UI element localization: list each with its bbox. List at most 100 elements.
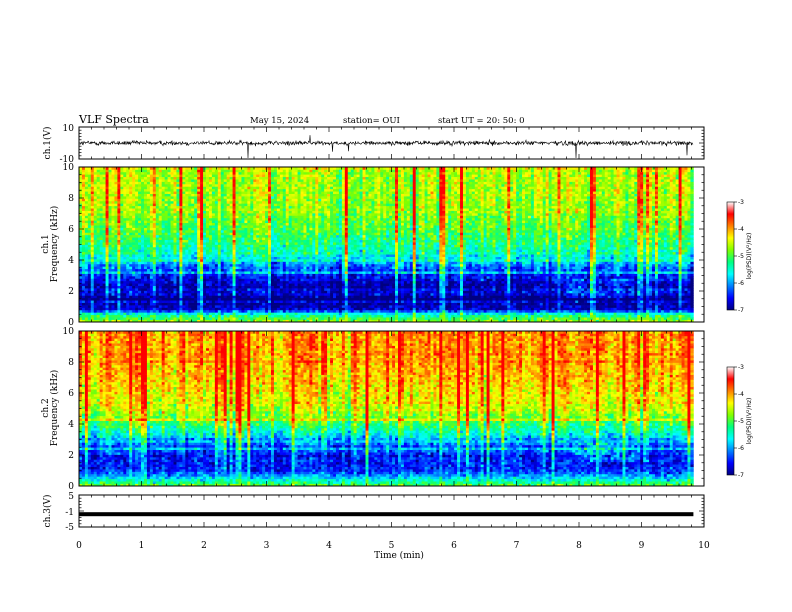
spectrogram-cell <box>247 278 251 282</box>
spectrogram-cell <box>173 290 177 294</box>
spectrogram-cell <box>273 188 278 192</box>
spectrogram-cell <box>208 227 213 231</box>
spectrogram-cell <box>114 259 118 262</box>
spectrogram-cell <box>185 246 189 250</box>
spectrogram-cell <box>282 261 287 265</box>
spectrogram-cell <box>294 285 298 289</box>
spectrogram-cell <box>276 254 281 257</box>
spectrogram-cell <box>229 302 233 306</box>
spectrogram-cell <box>194 275 198 279</box>
spectrogram-cell <box>306 285 310 289</box>
spectrogram-cell <box>214 227 219 231</box>
spectrogram-cell <box>90 220 95 224</box>
spectrogram-cell <box>105 217 109 221</box>
spectrogram-cell <box>123 314 127 318</box>
spectrogram-cell <box>111 183 115 187</box>
spectrogram-cell <box>262 283 266 287</box>
spectrogram-cell <box>155 268 160 272</box>
spectrogram-cell <box>200 268 204 272</box>
spectrogram-cell <box>79 200 83 204</box>
spectrogram-cell <box>232 188 236 192</box>
spectrogram-cell <box>90 251 95 255</box>
spectrogram-cell <box>268 251 272 255</box>
spectrogram-cell <box>126 242 130 245</box>
spectrogram-cell <box>155 263 160 267</box>
spectrogram-cell <box>123 220 127 224</box>
spectrogram-cell <box>244 300 248 303</box>
spectrogram-cell <box>247 210 251 214</box>
spectrogram-cell <box>102 203 106 207</box>
spectrogram-cell <box>235 266 239 270</box>
spectrogram-cell <box>226 237 230 240</box>
spectrogram-cell <box>294 275 298 279</box>
spectrogram-cell <box>120 312 124 316</box>
spectrogram-cell <box>244 278 248 282</box>
spectrogram-cell <box>146 307 151 311</box>
spectrogram-cell <box>235 254 239 257</box>
spectrogram-cell <box>247 225 251 228</box>
spectrogram-cell <box>132 283 136 287</box>
spectrogram-cell <box>273 319 278 323</box>
spectrogram-cell <box>135 205 139 209</box>
spectrogram-cell <box>155 305 160 308</box>
spectrogram-cell <box>282 244 287 248</box>
spectrogram-cell <box>108 169 112 173</box>
spectrogram-cell <box>114 210 118 214</box>
spectrogram-cell <box>285 317 290 320</box>
spectrogram-cell <box>126 285 130 289</box>
spectrogram-cell <box>235 275 239 279</box>
spectrogram-cell <box>149 280 154 284</box>
spectrogram-cell <box>129 186 133 190</box>
spectrogram-cell <box>158 275 163 279</box>
spectrogram-cell <box>96 205 101 209</box>
spectrogram-cell <box>120 292 124 296</box>
spectrogram-cell <box>152 317 157 320</box>
spectrogram-cell <box>149 220 154 224</box>
spectrogram-cell <box>203 246 207 250</box>
spectrogram-cell <box>126 239 130 243</box>
spectrogram-cell <box>294 312 298 316</box>
spectrogram-cell <box>155 225 160 228</box>
spectrogram-cell <box>235 205 239 209</box>
spectrogram-cell <box>152 227 157 231</box>
spectrogram-cell <box>132 249 136 253</box>
spectrogram-cell <box>138 319 142 323</box>
spectrogram-cell <box>111 307 115 311</box>
spectrogram-cell <box>126 232 130 236</box>
spectrogram-cell <box>185 220 189 224</box>
spectrogram-cell <box>194 302 198 306</box>
spectrogram-cell <box>294 314 298 318</box>
spectrogram-cell <box>217 234 222 238</box>
spectrogram-cell <box>241 191 245 194</box>
spectrogram-cell <box>93 292 98 296</box>
spectrogram-cell <box>244 242 248 245</box>
spectrogram-cell <box>155 169 160 173</box>
spectrogram-cell <box>146 188 151 192</box>
spectrogram-cell <box>135 285 139 289</box>
spectrogram-cell <box>105 167 109 170</box>
spectrogram-cell <box>253 196 257 199</box>
spectrogram-cell <box>126 251 130 255</box>
spectrogram-cell <box>232 275 236 279</box>
spectrogram-cell <box>300 288 304 291</box>
spectrogram-cell <box>79 309 83 313</box>
spectrogram-cell <box>247 244 251 248</box>
spectrogram-cell <box>197 186 201 190</box>
spectrogram-cell <box>114 309 118 313</box>
spectrogram-cell <box>135 208 139 211</box>
spectrogram-cell <box>232 268 236 272</box>
spectrogram-cell <box>291 179 295 182</box>
spectrogram-cell <box>90 275 95 279</box>
spectrogram-cell <box>303 193 307 197</box>
spectrogram-cell <box>120 285 124 289</box>
spectrogram-cell <box>117 300 121 303</box>
spectrogram-cell <box>87 254 92 257</box>
spectrogram-cell <box>211 275 216 279</box>
spectrogram-cell <box>247 200 251 204</box>
spectrogram-cell <box>282 217 287 221</box>
spectrogram-cell <box>114 266 118 270</box>
spectrogram-cell <box>81 188 86 192</box>
spectrogram-cell <box>247 295 251 299</box>
spectrogram-cell <box>176 292 180 296</box>
spectrogram-cell <box>108 300 112 303</box>
